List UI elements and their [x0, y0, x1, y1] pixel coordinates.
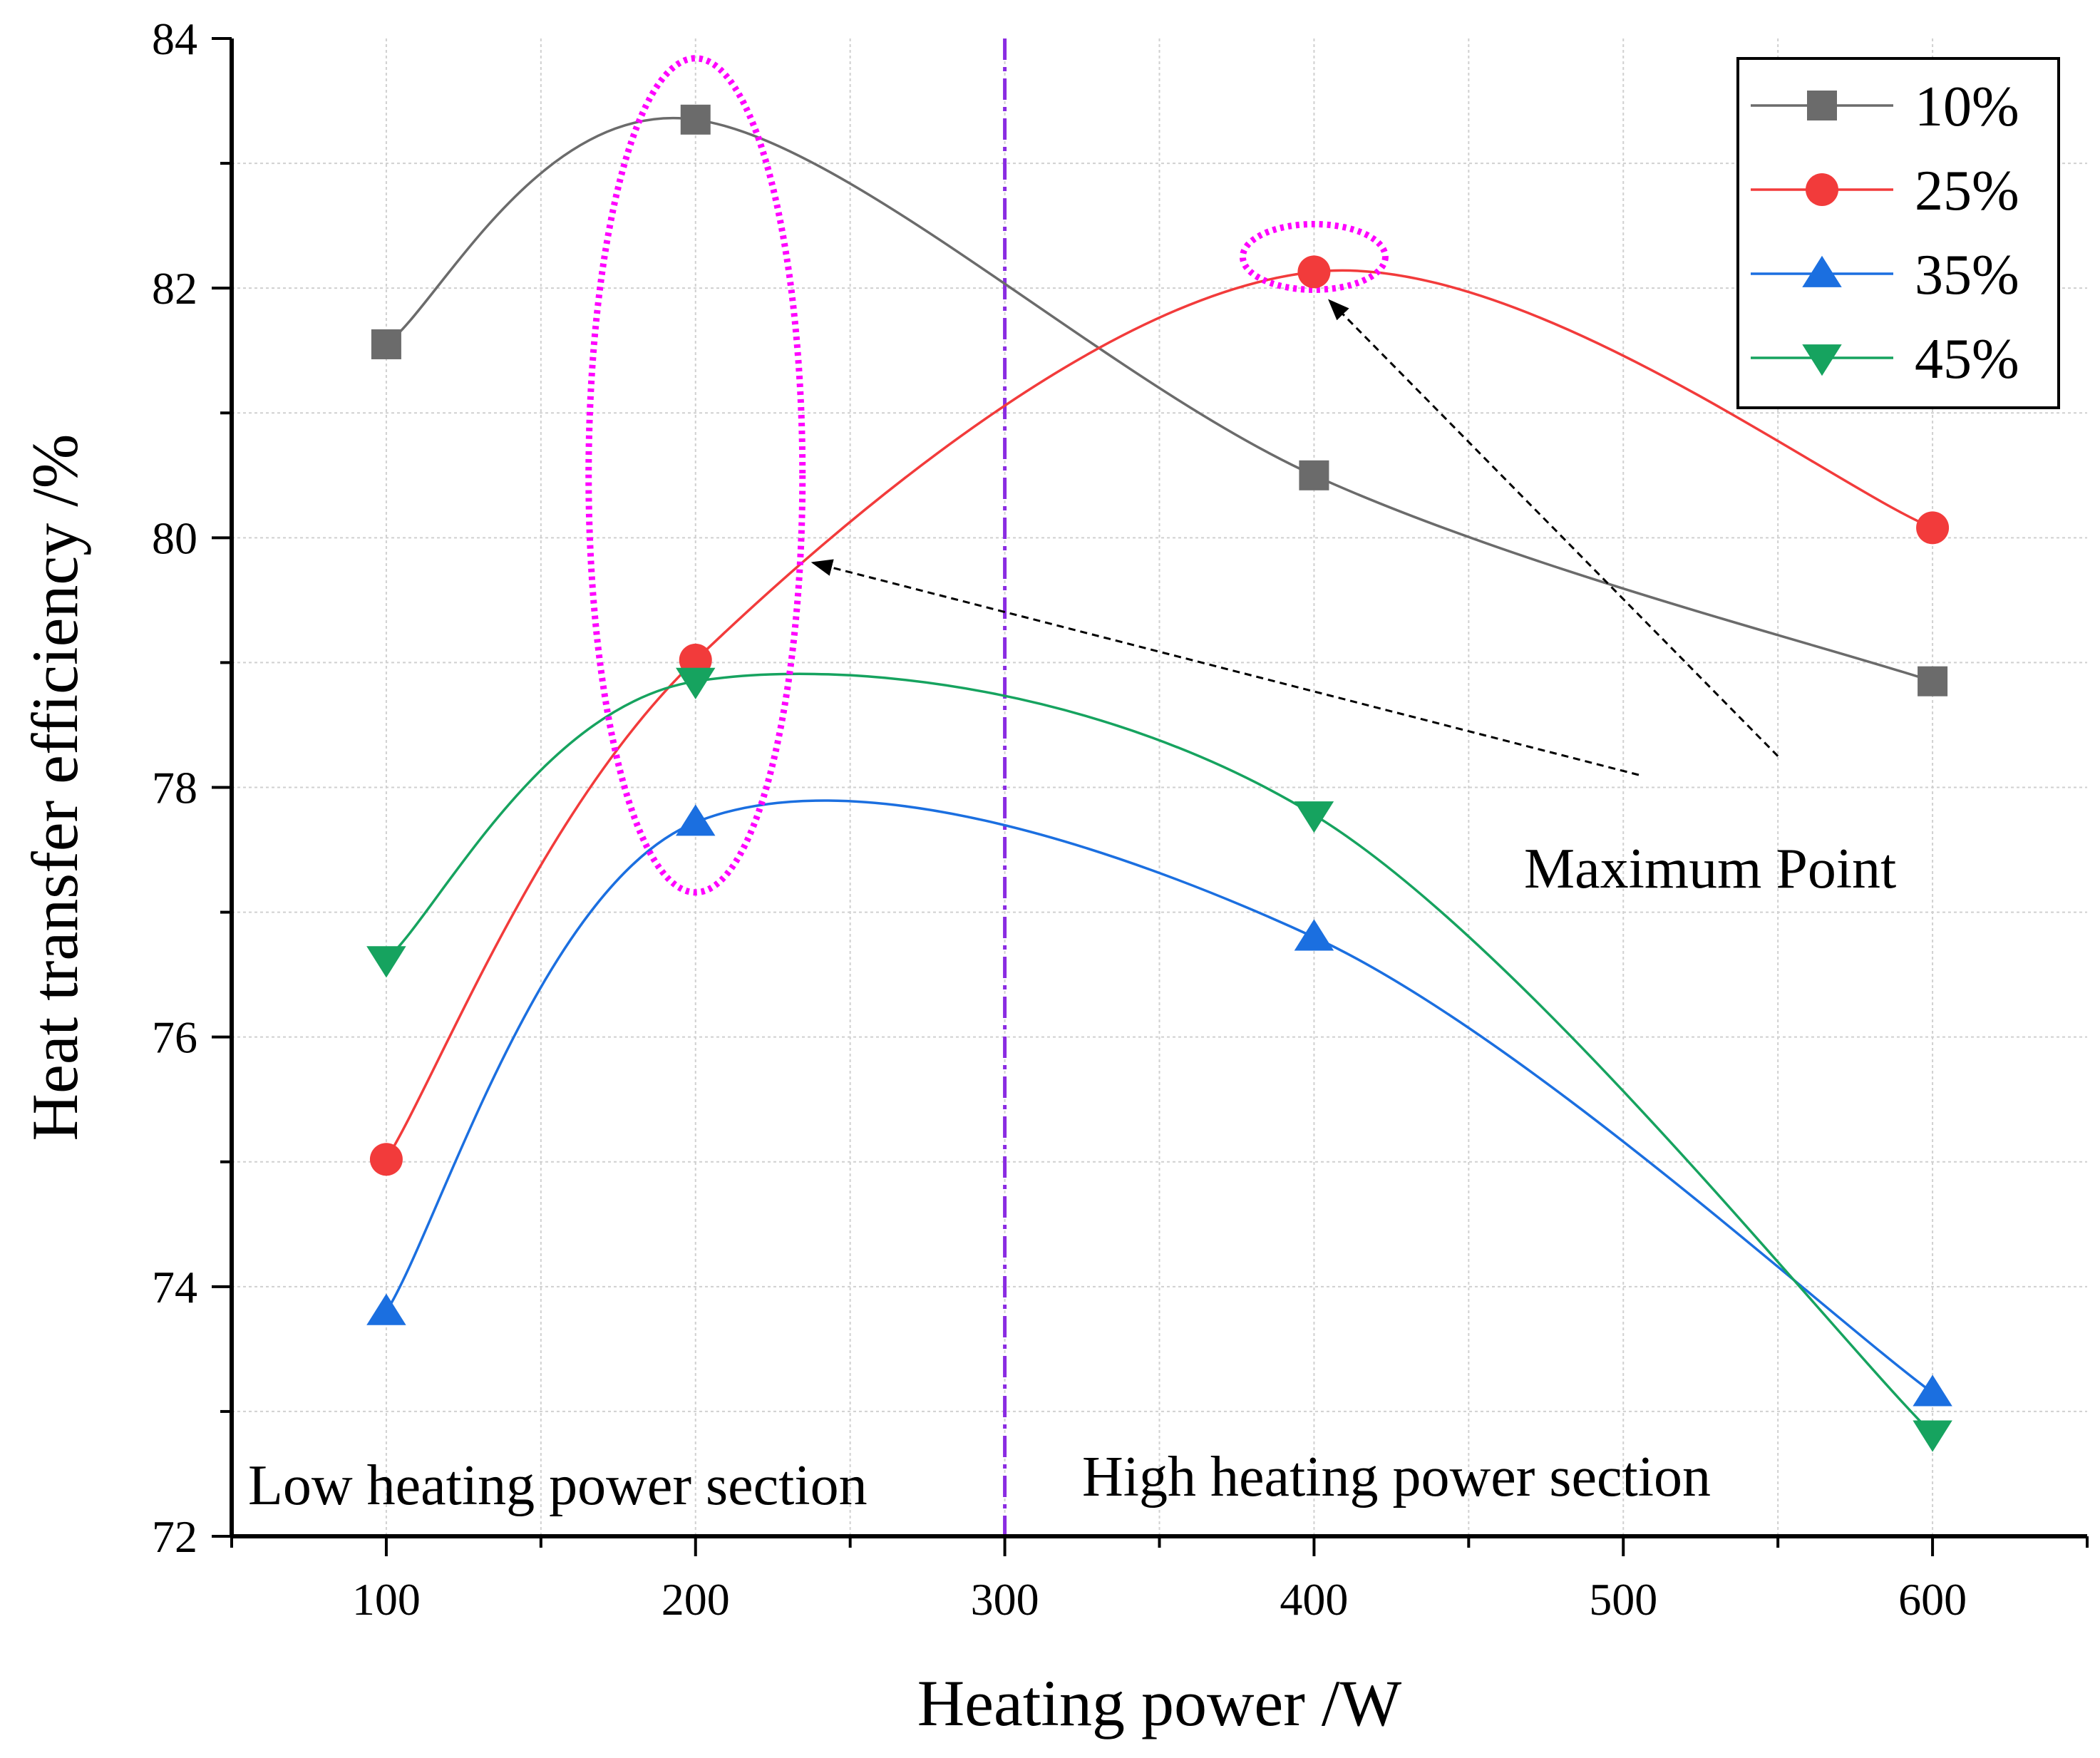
marker-triangle-up [1802, 255, 1842, 287]
annotation-arrows [810, 299, 1779, 776]
marker-triangle-up [1913, 1374, 1952, 1407]
marker-triangle-down [676, 667, 716, 699]
marker-square [1807, 91, 1837, 120]
x-tick-label: 400 [1280, 1574, 1348, 1625]
legend-box [1736, 57, 2060, 409]
legend-label: 25% [1915, 160, 2019, 222]
highlight-ellipse-right [1239, 220, 1389, 293]
low-section-label: Low heating power section [248, 1454, 868, 1517]
maximum-highlights [585, 55, 1389, 896]
marker-square [1918, 666, 1948, 696]
series-curves [385, 116, 1934, 1435]
series-markers [366, 104, 1952, 1452]
y-tick-label: 84 [152, 14, 197, 64]
y-tick-label: 82 [152, 263, 197, 314]
marker-triangle-up [366, 1293, 406, 1325]
series-line [385, 269, 1933, 1161]
marker-triangle-up [1294, 919, 1334, 951]
y-tick-label: 76 [152, 1012, 197, 1063]
arrow-to-right-max [1328, 299, 1779, 757]
marker-circle [1806, 173, 1838, 206]
marker-square [680, 104, 711, 135]
maximum-point-label: Maximum Point [1524, 838, 1896, 900]
legend-label: 10% [1915, 76, 2019, 138]
marker-triangle-down [1802, 344, 1842, 376]
marker-circle [369, 1143, 403, 1176]
marker-triangle-down [1294, 801, 1334, 833]
y-tick-label: 80 [152, 513, 197, 563]
x-tick-label: 500 [1589, 1574, 1657, 1625]
marker-triangle-down [1913, 1420, 1952, 1452]
legend: 10% 25% 35% 45% [1736, 57, 2060, 409]
marker-square [371, 329, 401, 359]
marker-circle [1916, 511, 1950, 545]
x-axis-title: Heating power /W [917, 1667, 1402, 1739]
y-tick-label: 74 [152, 1262, 197, 1312]
x-tick-label: 600 [1898, 1574, 1967, 1625]
high-section-label: High heating power section [1082, 1446, 1711, 1508]
series-line [385, 116, 1933, 683]
marker-square [1299, 460, 1329, 490]
ticks: 100 200 300 400 500 600 72 74 76 78 80 82 84 [152, 14, 2089, 1625]
y-tick-label: 78 [152, 763, 197, 813]
y-axis-title: Heat transfer efficiency /% [19, 434, 91, 1141]
x-tick-label: 200 [662, 1574, 730, 1625]
highlight-ellipse-left [585, 55, 806, 896]
legend-label: 35% [1915, 244, 2019, 307]
x-tick-label: 100 [352, 1574, 421, 1625]
arrow-to-left-max [810, 559, 1640, 776]
x-tick-label: 300 [971, 1574, 1039, 1625]
marker-triangle-down [366, 946, 406, 978]
series-line [385, 799, 1934, 1394]
legend-label: 45% [1915, 328, 2019, 391]
y-tick-label: 72 [152, 1511, 197, 1562]
marker-circle [1297, 255, 1331, 289]
marker-triangle-up [676, 804, 716, 836]
series-line [385, 672, 1934, 1435]
